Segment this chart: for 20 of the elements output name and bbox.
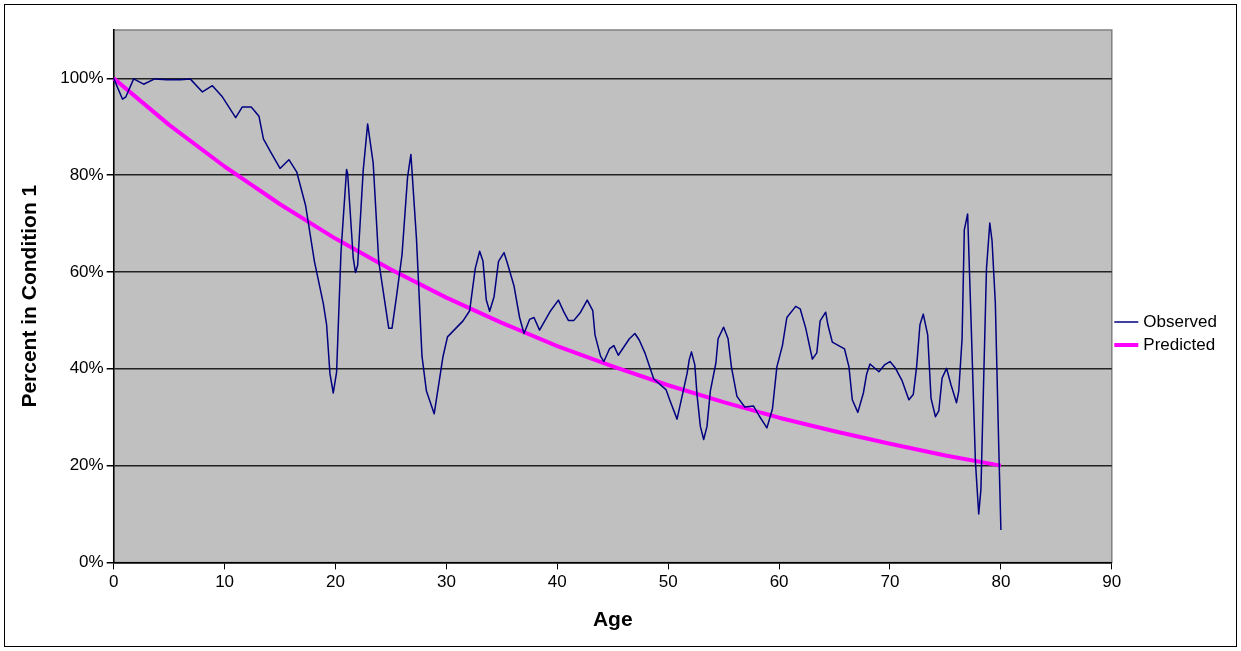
x-tick-label: 60 [769,572,789,592]
x-axis-title: Age [592,607,633,631]
y-tick-label: 100% [60,68,104,88]
x-tick-label: 0 [108,572,119,592]
x-tick-label: 10 [215,572,235,592]
x-tick-label: 30 [436,572,456,592]
x-tick-label: 50 [658,572,678,592]
y-tick-label: 20% [69,455,104,475]
x-tick-label: 80 [991,572,1011,592]
y-axis-title: Percent in Condition 1 [17,184,41,408]
x-tick-label: 70 [880,572,900,592]
y-tick-label: 40% [69,358,104,378]
x-tick-label: 40 [547,572,567,592]
y-tick-label: 80% [69,164,104,184]
x-tick-label: 20 [326,572,345,592]
legend-label: Predicted [1143,334,1216,354]
x-tick-label: 90 [1102,572,1122,592]
legend-label: Observed [1143,311,1217,331]
y-tick-label: 60% [69,261,104,281]
y-tick-label: 0% [79,552,104,572]
